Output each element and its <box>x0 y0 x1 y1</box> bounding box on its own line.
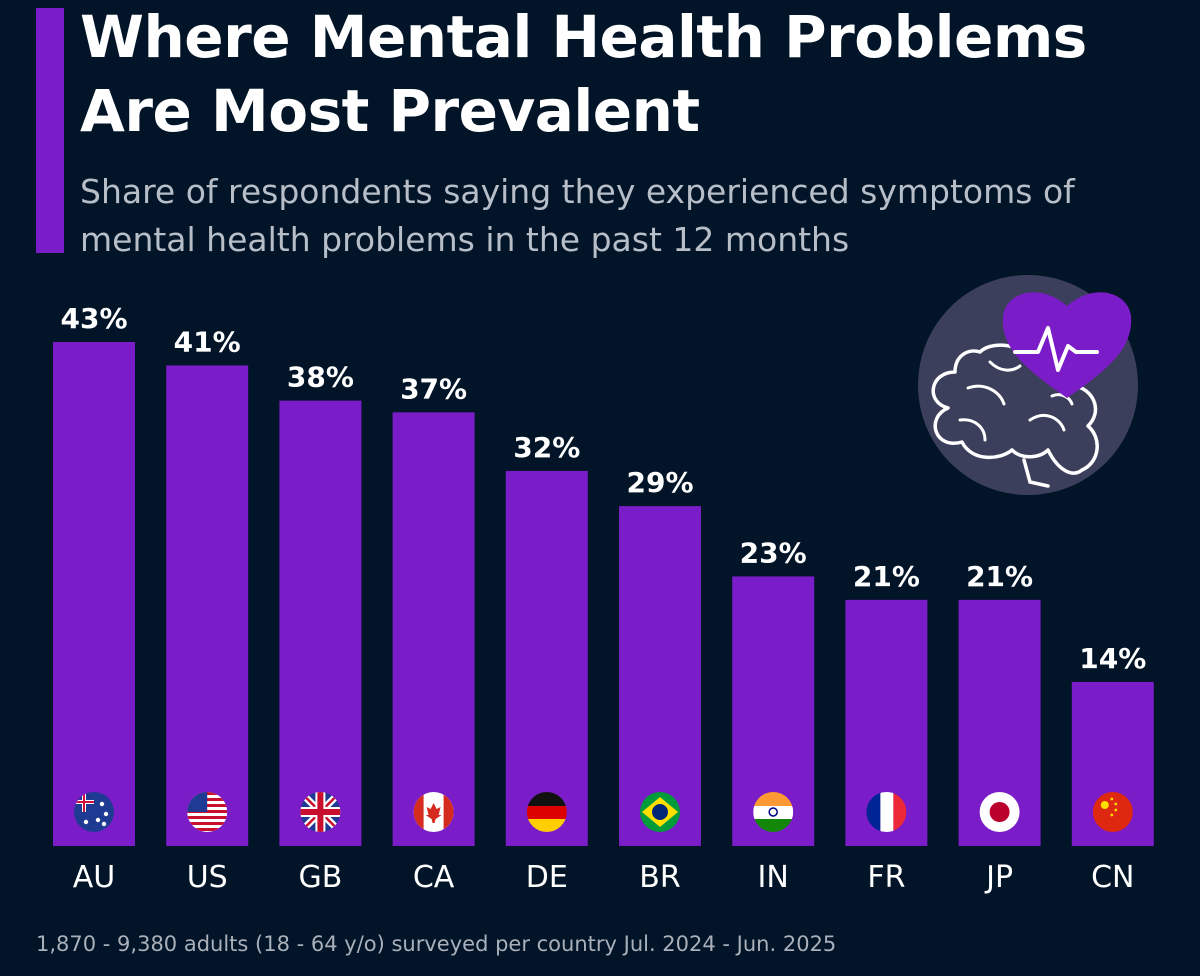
flag-germany-icon <box>526 792 567 832</box>
value-label-cn: 14% <box>1079 642 1146 675</box>
flag-india-icon <box>753 792 794 832</box>
value-label-jp: 21% <box>966 560 1033 593</box>
flag-canada-icon <box>413 792 454 832</box>
category-label-us: US <box>187 860 228 895</box>
category-label-de: DE <box>526 860 568 895</box>
chart-subtitle: Share of respondents saying they experie… <box>80 172 1075 259</box>
bar-ca <box>392 412 475 846</box>
value-label-gb: 38% <box>287 361 354 394</box>
flag-brazil-icon <box>640 792 680 832</box>
value-label-us: 41% <box>174 325 241 358</box>
flag-usa-icon <box>187 792 228 832</box>
value-label-de: 32% <box>513 431 580 464</box>
category-label-au: AU <box>73 860 115 895</box>
flag-australia-icon <box>74 792 114 832</box>
bar-us <box>166 365 249 846</box>
value-label-ca: 37% <box>400 372 467 405</box>
category-label-cn: CN <box>1091 860 1134 895</box>
value-label-br: 29% <box>626 466 693 499</box>
value-label-au: 43% <box>60 302 127 335</box>
category-label-jp: JP <box>984 860 1013 895</box>
value-label-in: 23% <box>740 536 807 569</box>
bar-br <box>619 506 701 846</box>
category-label-br: BR <box>639 860 680 895</box>
category-label-in: IN <box>758 860 789 895</box>
bar-au <box>53 342 135 846</box>
value-label-fr: 21% <box>853 560 920 593</box>
footnote: 1,870 - 9,380 adults (18 - 64 y/o) surve… <box>36 932 837 956</box>
brain-heart-pulse-icon <box>918 275 1138 495</box>
category-label-gb: GB <box>298 860 342 895</box>
category-label-ca: CA <box>413 860 455 895</box>
flag-japan-icon <box>979 792 1020 832</box>
flag-china-icon <box>1092 792 1133 832</box>
flag-uk-icon <box>300 792 341 832</box>
chart-title: Where Mental Health Problems Are Most Pr… <box>80 3 1087 145</box>
accent-bar <box>36 8 64 253</box>
flag-france-icon <box>866 792 907 832</box>
bar-gb <box>279 400 362 846</box>
bar-de <box>505 470 588 846</box>
category-label-fr: FR <box>867 860 905 895</box>
